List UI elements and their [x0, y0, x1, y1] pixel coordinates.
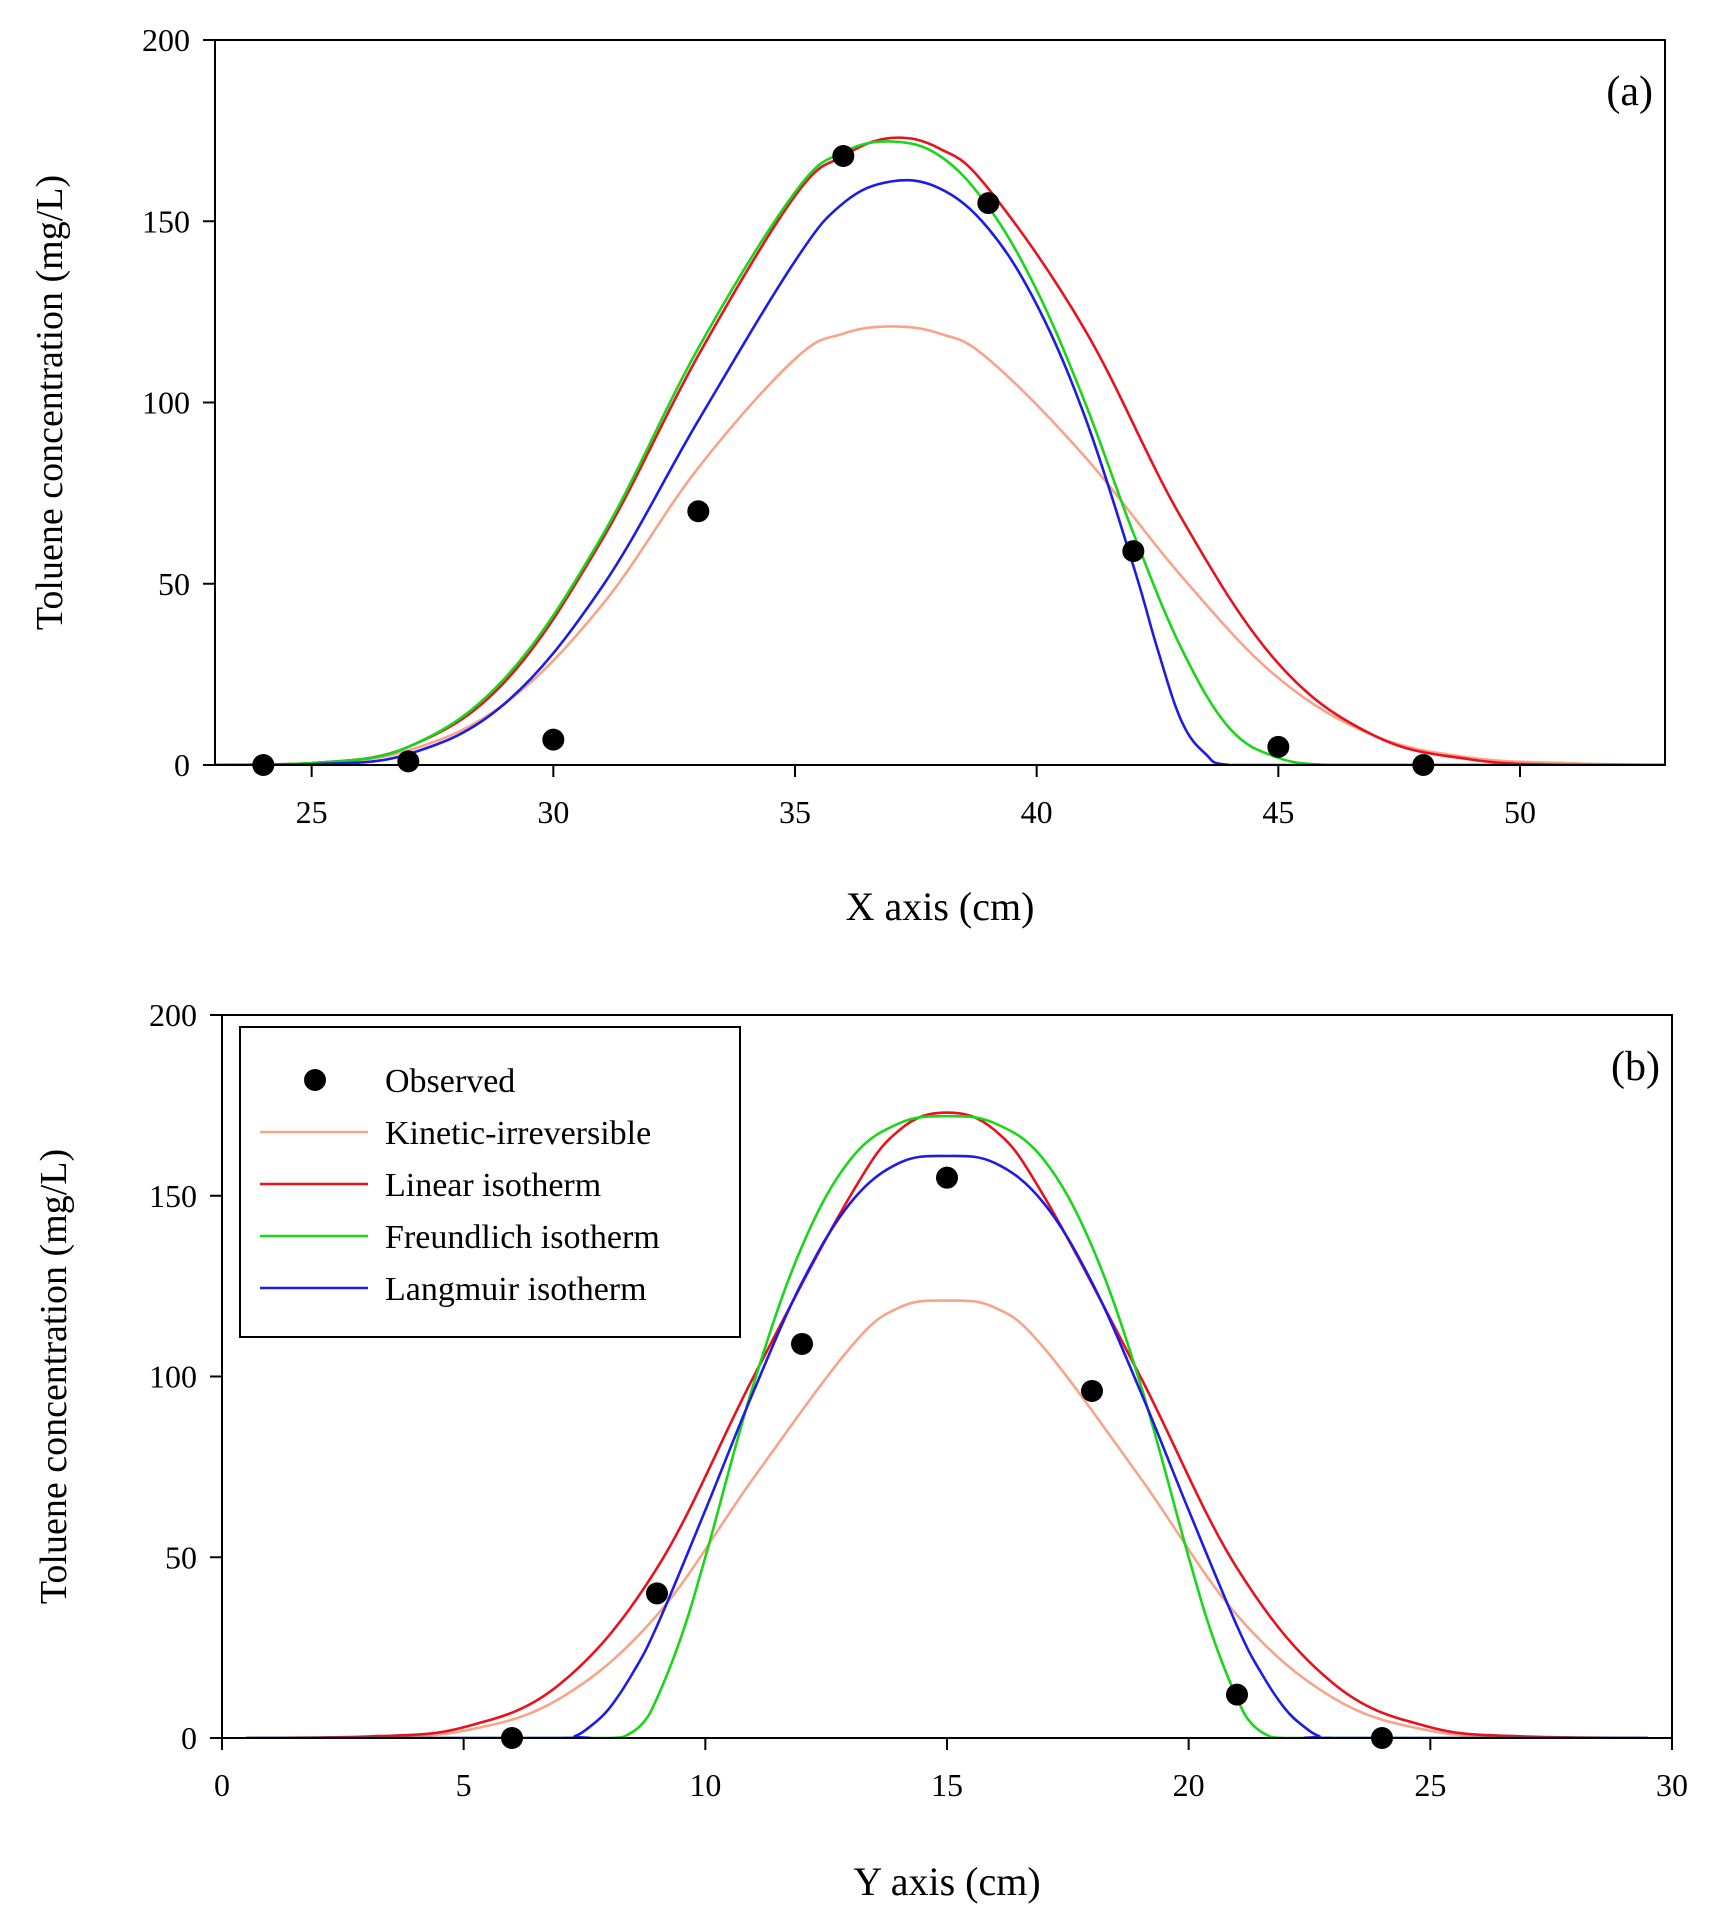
series-line-langmuir-isotherm	[246, 1154, 1648, 1738]
legend-label: Observed	[385, 1063, 515, 1100]
series-line-linear-isotherm	[215, 136, 1665, 765]
y-tick-label: 0	[174, 747, 190, 783]
y-tick-label: 50	[165, 1539, 197, 1575]
observed-point	[542, 728, 565, 751]
y-tick-label: 50	[158, 566, 190, 602]
y-tick-label: 100	[149, 1359, 197, 1395]
observed-point	[687, 500, 710, 523]
y-tick-label: 200	[149, 997, 197, 1033]
legend: Observed Kinetic-irreversible Linear isoth…	[239, 1026, 741, 1338]
x-tick-label: 35	[779, 794, 811, 830]
x-tick-label: 30	[1656, 1767, 1688, 1803]
x-tick-label: 20	[1173, 1767, 1205, 1803]
observed-point	[1081, 1379, 1103, 1402]
y-tick-label: 200	[142, 22, 190, 58]
observed-point	[936, 1166, 958, 1189]
x-tick-label: 0	[214, 1767, 230, 1803]
panel-a: 25 30 35 40 45 50 0 50 100 150 200 X axis (cm) Tolue…	[29, 22, 1666, 929]
series-line-kinetic-irreversible	[246, 1299, 1648, 1738]
observed-point	[1226, 1683, 1248, 1706]
observed-point	[977, 192, 1000, 215]
series-line-freundlich-isotherm	[215, 140, 1665, 765]
observed-point	[791, 1332, 813, 1355]
series-line-freundlich-isotherm	[246, 1114, 1648, 1738]
observed-point	[646, 1582, 668, 1605]
legend-label: Kinetic-irreversible	[385, 1115, 651, 1152]
panel-label: (a)	[1606, 69, 1653, 115]
observed-point	[832, 145, 855, 167]
y-axis-title: Toluene concentration (mg/L)	[29, 175, 71, 630]
series-line-kinetic-irreversible	[215, 325, 1665, 765]
series-line-langmuir-isotherm	[215, 178, 1665, 765]
y-tick-label: 150	[149, 1178, 197, 1214]
x-tick-label: 30	[537, 794, 569, 830]
x-tick-label: 45	[1262, 794, 1294, 830]
series-lines	[215, 136, 1665, 765]
legend-label: Linear isotherm	[385, 1167, 601, 1204]
series-line-linear-isotherm	[246, 1111, 1648, 1738]
x-tick-label: 10	[689, 1767, 721, 1803]
observed-point	[397, 750, 420, 773]
y-tick-label: 100	[142, 385, 190, 421]
legend-label: Freundlich isotherm	[385, 1219, 660, 1256]
y-axis-title: Toluene concentration (mg/L)	[33, 1149, 75, 1604]
x-tick-label: 40	[1021, 794, 1053, 830]
y-tick-label: 150	[142, 203, 190, 239]
legend-marker-observed	[304, 1069, 326, 1091]
x-tick-label: 50	[1504, 794, 1536, 830]
x-tick-label: 5	[456, 1767, 472, 1803]
x-tick-label: 25	[1414, 1767, 1446, 1803]
observed-point	[1267, 735, 1290, 758]
y-tick-label: 0	[181, 1720, 197, 1756]
x-tick-label: 15	[931, 1767, 963, 1803]
x-axis-title: Y axis (cm)	[853, 1859, 1040, 1904]
legend-label: Langmuir isotherm	[385, 1271, 647, 1308]
x-axis-title: X axis (cm)	[846, 884, 1035, 929]
series-lines	[246, 1111, 1648, 1738]
observed-point	[1122, 540, 1145, 563]
x-tick-label: 25	[296, 794, 328, 830]
panel-label: (b)	[1611, 1044, 1660, 1090]
panel-b: 0 5 10 15 20 25 30 0 50 100 150 200 Y axis (cm) Tolue…	[33, 997, 1688, 1904]
